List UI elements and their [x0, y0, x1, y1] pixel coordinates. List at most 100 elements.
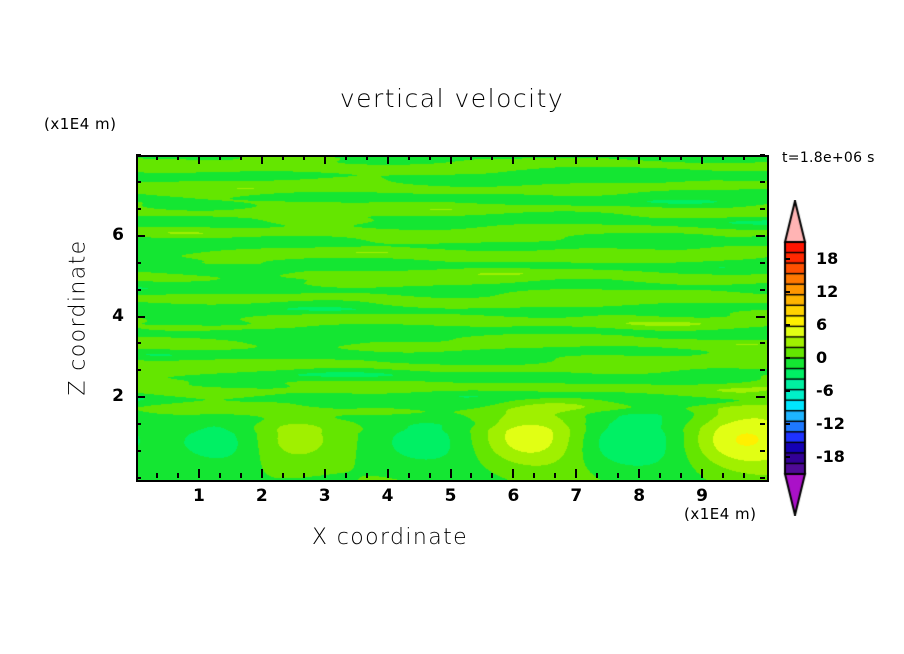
y-tick-major	[136, 234, 145, 237]
x-tick-label: 6	[507, 486, 520, 506]
colorbar-tick-label: 18	[816, 248, 839, 268]
x-tick-minor-top	[428, 155, 431, 160]
x-tick-major-top	[512, 155, 515, 164]
y-tick-minor-right	[760, 369, 765, 372]
x-tick-major	[638, 469, 641, 478]
y-tick-minor	[136, 261, 141, 264]
colorbar-tick	[785, 257, 790, 260]
y-tick-major-right	[756, 234, 765, 237]
colorbar-tick-label: 0	[816, 348, 828, 367]
x-tick-minor	[596, 473, 599, 478]
y-tick-label: 4	[112, 305, 124, 326]
x-tick-minor-top	[722, 155, 725, 160]
y-tick-minor-right	[760, 261, 765, 264]
x-tick-major	[512, 469, 515, 478]
y-tick-major-right	[756, 315, 765, 318]
x-tick-minor-top	[218, 155, 221, 160]
x-tick-minor	[281, 473, 284, 478]
x-tick-label: 9	[696, 486, 709, 506]
contour-field-canvas	[138, 157, 767, 480]
x-tick-major-top	[323, 155, 326, 164]
x-tick-major-top	[197, 155, 200, 164]
x-tick-minor	[743, 473, 746, 478]
x-tick-major	[386, 469, 389, 478]
y-tick-minor-right	[760, 180, 765, 183]
y-tick-minor	[136, 423, 141, 426]
colorbar-tick-label: -18	[816, 447, 845, 467]
plot-area	[136, 155, 769, 482]
y-tick-minor-right	[760, 342, 765, 345]
x-tick-minor	[239, 473, 242, 478]
x-tick-minor	[302, 473, 305, 478]
x-tick-minor	[176, 473, 179, 478]
y-tick-minor-right	[760, 207, 765, 210]
x-tick-minor-top	[407, 155, 410, 160]
y-tick-minor	[136, 450, 141, 453]
y-axis-title: Z coordinate	[65, 239, 91, 396]
y-tick-major	[136, 315, 145, 318]
x-tick-label: 4	[381, 486, 394, 506]
x-tick-minor	[533, 473, 536, 478]
x-tick-minor-top	[659, 155, 662, 160]
x-tick-major	[701, 469, 704, 478]
x-tick-minor	[428, 473, 431, 478]
x-tick-minor-top	[344, 155, 347, 160]
colorbar-tick-label: -12	[816, 414, 845, 434]
x-tick-minor	[155, 473, 158, 478]
x-tick-label: 7	[570, 486, 583, 506]
colorbar-tick-label: 6	[816, 314, 828, 334]
x-tick-minor-top	[176, 155, 179, 160]
x-tick-label: 1	[192, 486, 205, 506]
x-tick-minor	[470, 473, 473, 478]
x-tick-major-top	[449, 155, 452, 164]
time-annotation: t=1.8e+06 s	[782, 150, 875, 166]
x-tick-minor-top	[743, 155, 746, 160]
x-tick-minor	[554, 473, 557, 478]
x-tick-minor	[659, 473, 662, 478]
y-tick-minor	[136, 342, 141, 345]
x-tick-minor-top	[533, 155, 536, 160]
y-tick-minor	[136, 288, 141, 291]
y-tick-minor	[136, 207, 141, 210]
colorbar-tick	[785, 456, 790, 459]
colorbar-tick	[785, 290, 790, 293]
colorbar-tick	[785, 423, 790, 426]
x-tick-minor-top	[302, 155, 305, 160]
x-tick-minor	[407, 473, 410, 478]
x-tick-major-top	[386, 155, 389, 164]
y-tick-label: 2	[112, 386, 124, 407]
y-tick-minor	[136, 369, 141, 372]
x-tick-minor	[365, 473, 368, 478]
page-title: vertical velocity	[339, 84, 565, 113]
x-tick-minor-top	[554, 155, 557, 160]
x-tick-major-top	[638, 155, 641, 164]
y-tick-minor	[136, 154, 141, 156]
x-tick-minor	[617, 473, 620, 478]
colorbar-tick-label: 12	[816, 281, 839, 301]
x-axis-unit-label: (x1E4 m)	[684, 505, 757, 523]
y-axis-unit-label: (x1E4 m)	[44, 115, 117, 133]
y-tick-major-right	[756, 396, 765, 399]
x-tick-minor	[680, 473, 683, 478]
y-tick-minor	[136, 477, 141, 479]
colorbar-tick-label: -6	[816, 381, 834, 401]
y-tick-minor-right	[760, 423, 765, 426]
x-tick-minor	[491, 473, 494, 478]
x-tick-minor	[722, 473, 725, 478]
x-tick-minor-top	[491, 155, 494, 160]
colorbar-tick	[785, 357, 790, 359]
x-tick-label: 8	[633, 486, 646, 506]
y-tick-label: 6	[112, 224, 124, 245]
x-tick-minor-top	[470, 155, 473, 160]
colorbar-tick	[785, 390, 790, 393]
x-tick-label: 3	[318, 486, 331, 506]
y-tick-minor-right	[760, 288, 765, 291]
x-tick-major	[449, 469, 452, 478]
x-tick-major-top	[260, 155, 263, 164]
x-tick-major	[260, 469, 263, 478]
x-tick-major-top	[575, 155, 578, 164]
x-tick-minor	[218, 473, 221, 478]
y-tick-major	[136, 396, 145, 399]
y-tick-minor-right	[760, 154, 765, 156]
